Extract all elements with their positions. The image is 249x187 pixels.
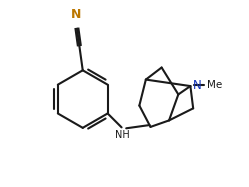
Text: N: N [193,79,201,92]
Text: NH: NH [115,130,129,140]
Text: Me: Me [207,80,222,90]
Text: N: N [71,8,81,21]
